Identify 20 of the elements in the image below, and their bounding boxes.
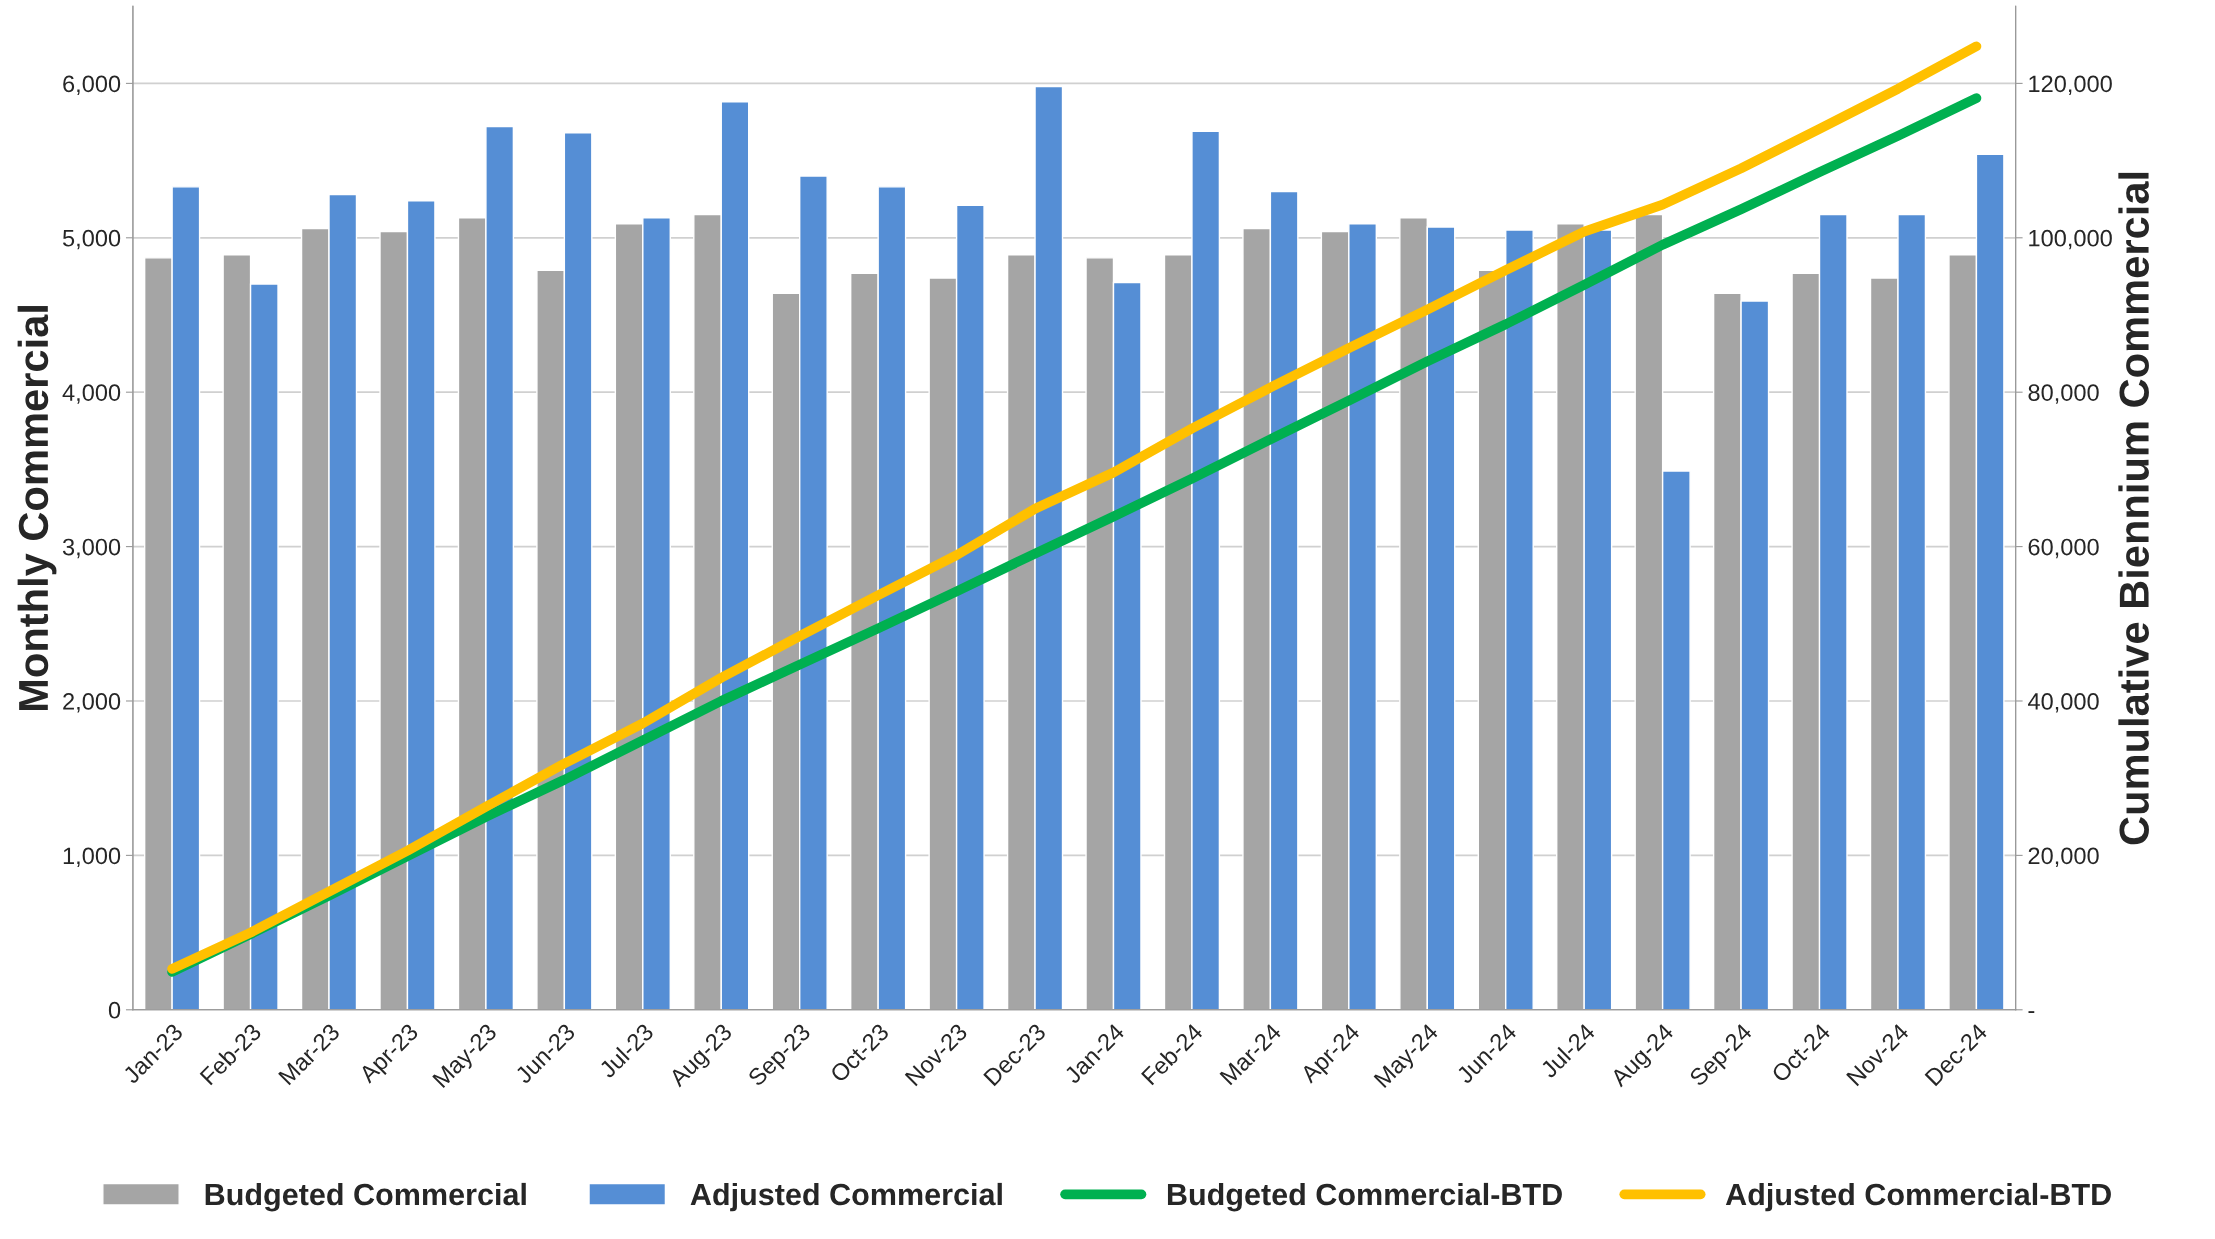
y2-tick-label: 120,000 bbox=[2029, 75, 2112, 95]
y-tick-label: 4,000 bbox=[62, 384, 121, 404]
y2-tick-label: 80,000 bbox=[2028, 384, 2099, 404]
y-tick-label: 1,000 bbox=[63, 847, 121, 867]
y-axis-title: Monthly Commercial bbox=[17, 306, 57, 711]
y-tick-label: 3,000 bbox=[62, 538, 121, 559]
y2-tick-label: 20,000 bbox=[2028, 847, 2099, 867]
y-tick-label: 5,000 bbox=[62, 229, 121, 250]
y2-tick-label: - bbox=[2028, 1011, 2035, 1013]
legend-label: Adjusted Commercial-BTD bbox=[1725, 1182, 2111, 1212]
y2-tick-label: 100,000 bbox=[2029, 229, 2112, 250]
legend-label: Budgeted Commercial bbox=[205, 1182, 526, 1212]
y2-axis-title: Cumulative Biennium Commercial bbox=[2118, 172, 2149, 845]
y-tick-label: 6,000 bbox=[63, 75, 121, 95]
y-tick-label: 0 bbox=[108, 1001, 121, 1019]
y2-tick-label: 60,000 bbox=[2028, 538, 2099, 559]
legend-label: Budgeted Commercial-BTD bbox=[1167, 1182, 1562, 1212]
y2-tick-label: 40,000 bbox=[2028, 693, 2099, 713]
legend-label: Adjusted Commercial bbox=[690, 1182, 1002, 1212]
y-tick-label: 2,000 bbox=[63, 693, 121, 713]
